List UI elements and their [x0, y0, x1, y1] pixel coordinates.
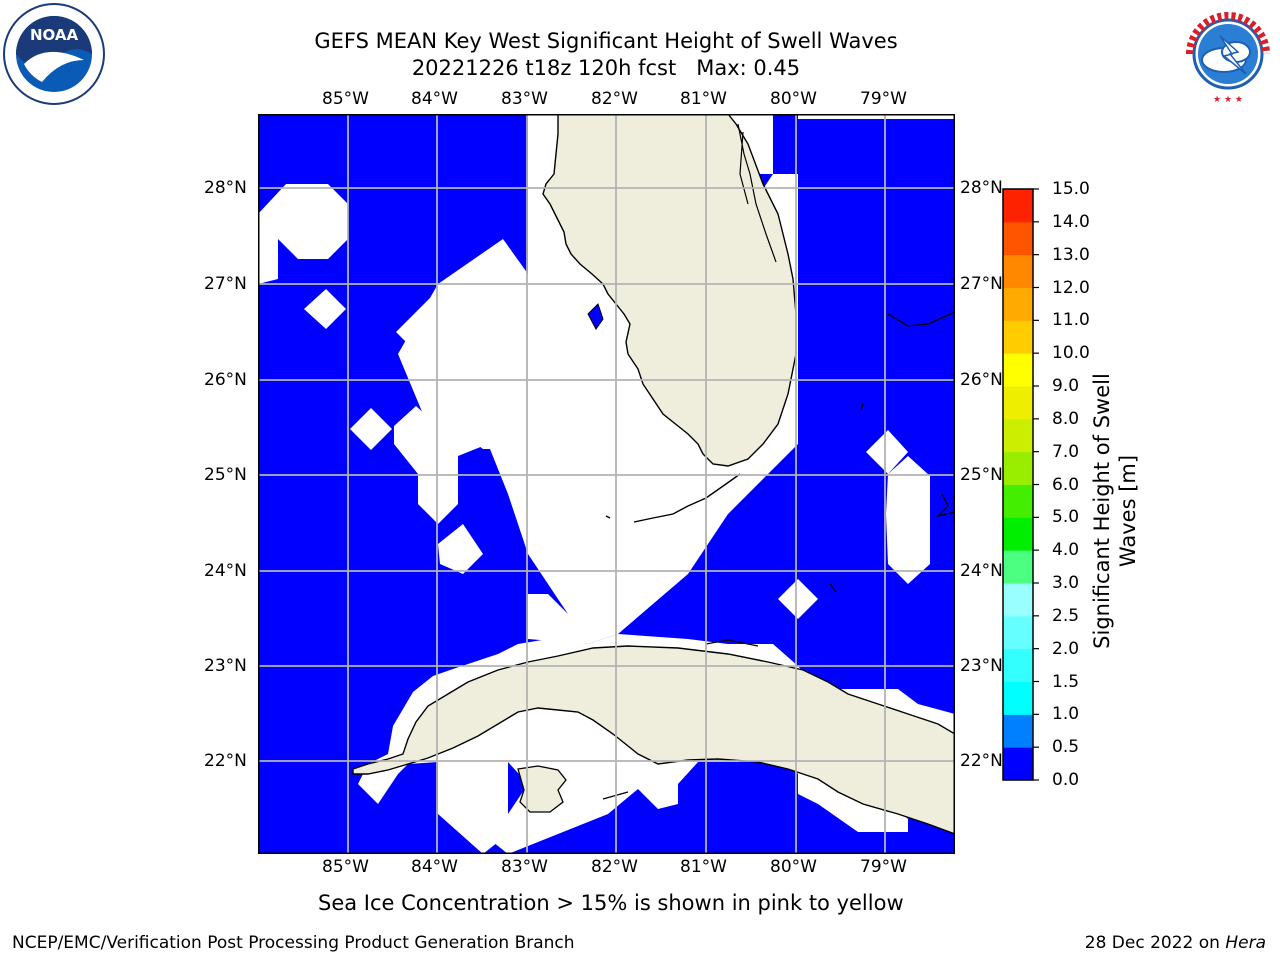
colorbar-swatch	[1003, 320, 1033, 354]
colorbar-tick-label: 10.0	[1052, 343, 1090, 364]
bahamas-coast	[829, 311, 955, 593]
colorbar-tick-label: 4.0	[1052, 540, 1080, 561]
noaa-logo: NOAA	[3, 3, 105, 105]
lat-tick-left: 24°N	[204, 561, 247, 581]
colorbar-swatch	[1003, 747, 1033, 781]
colorbar-swatch	[1003, 418, 1033, 453]
colorbar-swatch	[1003, 550, 1033, 584]
colorbar-tick-label: 0.0	[1052, 770, 1080, 790]
isle-of-youth	[517, 765, 567, 813]
colorbar-swatch	[1003, 484, 1033, 518]
colorbar-swatch	[1003, 451, 1033, 485]
colorbar-swatch	[1003, 254, 1033, 288]
lat-tick-left: 25°N	[204, 465, 247, 485]
colorbar-swatch	[1003, 287, 1033, 321]
lon-tick-bottom: 85°W	[322, 857, 369, 877]
colorbar-swatch	[1003, 386, 1033, 420]
colorbar-tick-label: 5.0	[1052, 507, 1080, 528]
footer-host: Hera	[1225, 933, 1266, 953]
colorbar-tick-label: 2.5	[1052, 605, 1080, 626]
colorbar-tick-label: 6.0	[1052, 474, 1080, 495]
colorbar-swatch	[1003, 648, 1033, 682]
lat-tick-right: 28°N	[960, 178, 1003, 198]
map-panel	[258, 114, 955, 854]
colorbar-tick-label: 14.0	[1052, 211, 1090, 232]
lat-tick-right: 23°N	[960, 656, 1003, 676]
florida-keys-coast	[605, 473, 741, 523]
colorbar-swatch	[1003, 615, 1033, 650]
colorbar-tick-label: 1.5	[1052, 671, 1080, 692]
colorbar-label: Significant Height of Swell Waves [m]	[1090, 373, 1140, 649]
colorbar-swatch	[1003, 221, 1033, 256]
svg-text:★ ★ ★: ★ ★ ★	[1213, 95, 1243, 105]
colorbar-tick-label: 1.0	[1052, 704, 1080, 725]
cuba-landmass	[352, 645, 955, 835]
nws-logo: ★ ★ ★	[1178, 4, 1278, 105]
lat-tick-left: 26°N	[204, 370, 247, 390]
title-line-1: GEFS MEAN Key West Significant Height of…	[314, 29, 898, 53]
lon-tick-top: 82°W	[591, 89, 638, 109]
lon-tick-bottom: 81°W	[680, 857, 727, 877]
lat-tick-left: 28°N	[204, 178, 247, 198]
lat-tick-right: 22°N	[960, 751, 1003, 771]
colorbar-tick-label: 7.0	[1052, 441, 1080, 462]
colorbar-swatch	[1003, 583, 1033, 617]
colorbar-tick-label: 11.0	[1052, 310, 1090, 331]
noaa-logo-text: NOAA	[30, 26, 79, 44]
lon-tick-bottom: 84°W	[411, 857, 458, 877]
colorbar-tick-label: 12.0	[1052, 277, 1090, 298]
colorbar	[1002, 188, 1039, 781]
footer-date: 28 Dec 2022 on Hera	[1085, 933, 1266, 953]
lat-tick-right: 24°N	[960, 561, 1003, 581]
lon-tick-top: 79°W	[860, 89, 907, 109]
lon-tick-top: 81°W	[680, 89, 727, 109]
lat-tick-left: 22°N	[204, 751, 247, 771]
lon-tick-top: 80°W	[770, 89, 817, 109]
colorbar-tick-label: 2.0	[1052, 638, 1080, 659]
colorbar-swatch	[1003, 681, 1033, 715]
colorbar-tick-label: 15.0	[1052, 179, 1090, 199]
title-line-2: 20221226 t18z 120h fcst Max: 0.45	[411, 56, 801, 80]
lat-tick-right: 27°N	[960, 274, 1003, 294]
colorbar-swatch	[1003, 517, 1033, 551]
colorbar-swatch	[1003, 353, 1033, 387]
colorbar-swatch	[1003, 714, 1033, 748]
lat-tick-right: 26°N	[960, 370, 1003, 390]
colorbar-tick-label: 13.0	[1052, 244, 1090, 265]
lon-tick-top: 83°W	[501, 89, 548, 109]
footer-credit: NCEP/EMC/Verification Post Processing Pr…	[12, 933, 575, 953]
colorbar-tick-label: 3.0	[1052, 573, 1080, 593]
footer-date-text: 28 Dec 2022 on	[1084, 933, 1226, 953]
colorbar-swatch	[1003, 189, 1033, 223]
lat-tick-left: 23°N	[204, 656, 247, 676]
lon-tick-bottom: 79°W	[860, 857, 907, 877]
lon-tick-top: 84°W	[411, 89, 458, 109]
graticule	[258, 114, 955, 854]
colorbar-tick-label: 9.0	[1052, 376, 1080, 396]
colorbar-tick-label: 8.0	[1052, 408, 1080, 429]
lon-tick-top: 85°W	[322, 89, 369, 109]
lat-tick-right: 25°N	[960, 465, 1003, 485]
lat-tick-left: 27°N	[204, 274, 247, 294]
lon-tick-bottom: 80°W	[770, 857, 817, 877]
lon-tick-bottom: 83°W	[501, 857, 548, 877]
lon-tick-bottom: 82°W	[591, 857, 638, 877]
sea-ice-note: Sea Ice Concentration > 15% is shown in …	[318, 891, 904, 915]
colorbar-tick-label: 0.5	[1052, 737, 1080, 758]
